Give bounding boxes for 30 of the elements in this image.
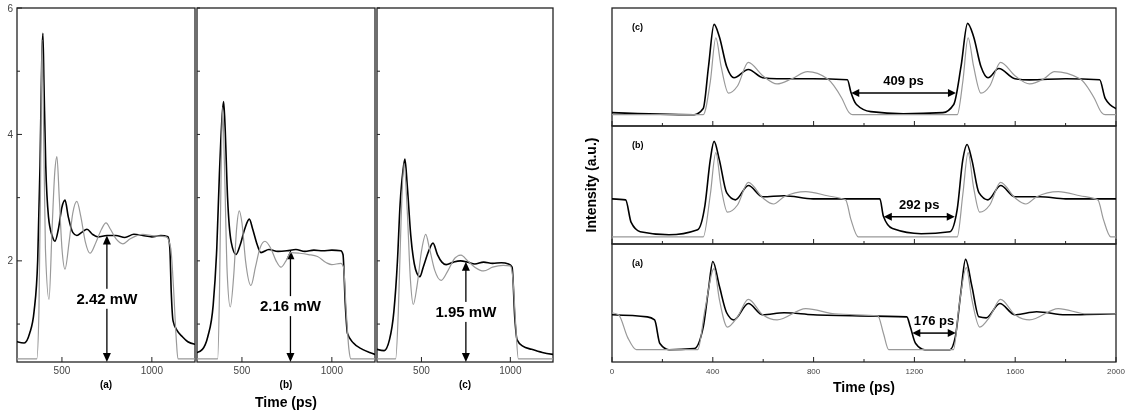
y-tick-label: 6: [7, 2, 14, 14]
annotation: (c): [632, 22, 643, 32]
annotation: 409 ps: [883, 72, 924, 88]
x-tick-label: 0: [609, 367, 615, 376]
x-tick-label: 1200: [905, 367, 924, 376]
x-axis-title: Time (ps): [255, 394, 317, 410]
annotation: (a): [632, 258, 643, 268]
x-tick-label: 2000: [1107, 367, 1126, 376]
y-tick-label: 2: [7, 255, 14, 267]
x-tick-label: 1000: [499, 365, 522, 376]
x-axis-title: Time (ps): [833, 379, 895, 395]
y-axis-title: Intensity (a.u.): [583, 137, 599, 233]
annotation: 292 ps: [899, 196, 940, 212]
text: (b): [279, 379, 293, 390]
annotation: 1.95 mW: [435, 303, 498, 321]
x-tick-label: 1000: [140, 365, 164, 376]
x-tick-label: 500: [53, 365, 71, 376]
text: (c): [458, 379, 472, 390]
x-tick-label: 1000: [320, 365, 344, 376]
annotation: 2.16 mW: [260, 297, 322, 315]
x-tick-label: 800: [806, 367, 821, 376]
annotation: (b): [632, 140, 644, 150]
x-tick-label: 400: [706, 367, 721, 376]
annotation: 176 ps: [913, 313, 955, 329]
x-tick-label: 500: [233, 365, 251, 376]
x-tick-label: 1600: [1006, 367, 1025, 376]
y-tick-label: 4: [7, 128, 14, 140]
annotation: 2.42 mW: [76, 290, 139, 308]
text: (a): [99, 379, 113, 390]
x-tick-label: 500: [413, 365, 431, 376]
